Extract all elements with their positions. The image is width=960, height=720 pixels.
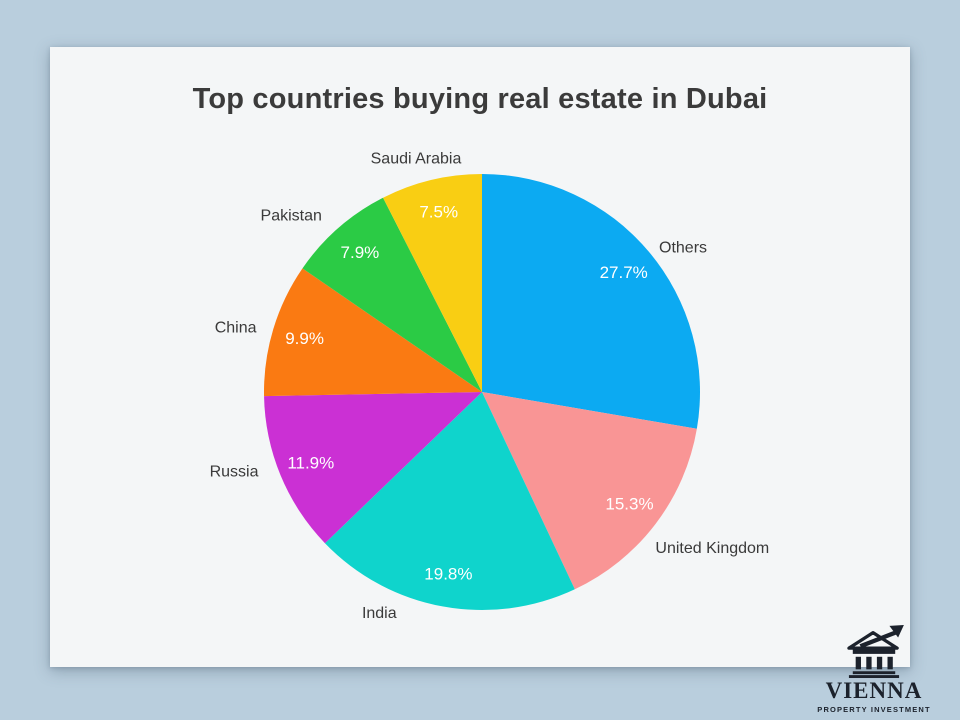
brand-name: VIENNA	[825, 678, 923, 703]
brand-tagline: PROPERTY INVESTMENT	[817, 705, 931, 714]
brand-logo: VIENNA PROPERTY INVESTMENT	[816, 624, 932, 714]
chart-title: Top countries buying real estate in Duba…	[192, 83, 768, 115]
chart-card: Top countries buying real estate in Duba…	[50, 47, 910, 667]
growth-arrow-shaft	[859, 630, 897, 649]
growth-arrow-head	[889, 624, 904, 638]
bank-building-growth-arrow-icon	[847, 624, 904, 678]
